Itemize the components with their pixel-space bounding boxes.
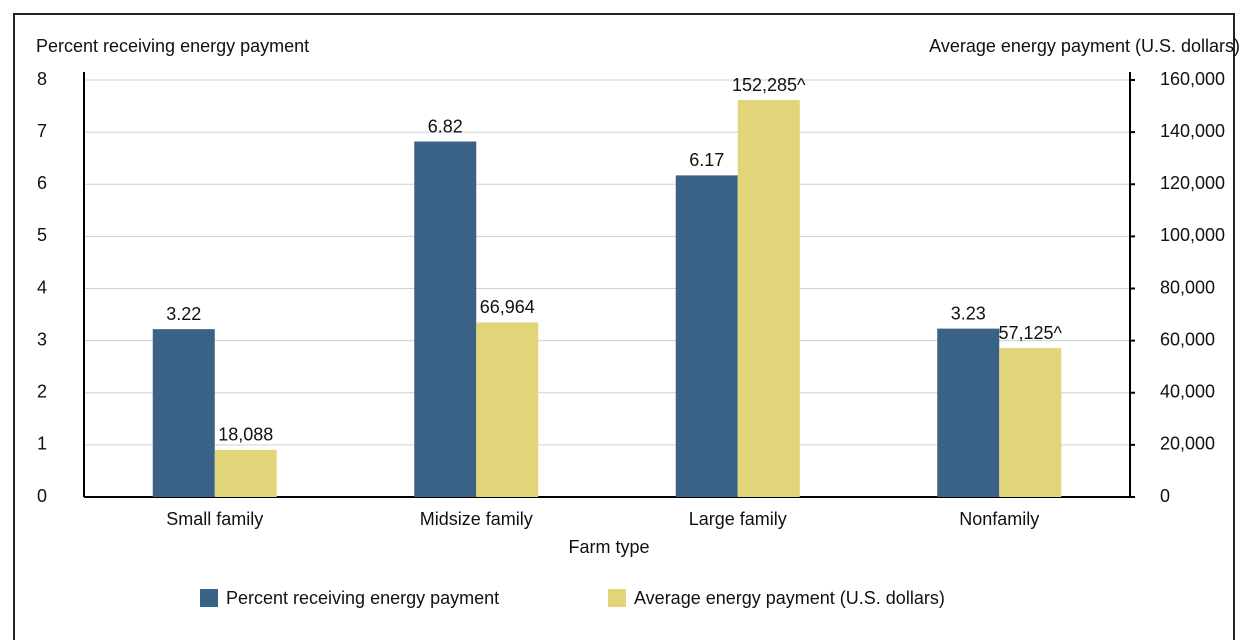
bar bbox=[152, 329, 215, 497]
y-tick-label: 1 bbox=[37, 434, 47, 454]
y-tick-label: 0 bbox=[37, 486, 47, 506]
y2-tick-label: 20,000 bbox=[1160, 434, 1215, 454]
y2-tick-label: 160,000 bbox=[1160, 69, 1225, 89]
y2-tick-label: 100,000 bbox=[1160, 225, 1225, 245]
bar bbox=[214, 449, 277, 497]
bar bbox=[414, 141, 477, 497]
y-tick-label: 4 bbox=[37, 277, 47, 297]
data-label: 6.82 bbox=[428, 116, 463, 136]
y2-tick-label: 0 bbox=[1160, 486, 1170, 506]
x-tick-label: Midsize family bbox=[420, 509, 533, 529]
y2-tick-label: 60,000 bbox=[1160, 329, 1215, 349]
y-axis-title: Percent receiving energy payment bbox=[36, 36, 309, 56]
bar bbox=[937, 328, 1000, 497]
legend-label: Percent receiving energy payment bbox=[226, 588, 499, 608]
x-tick-label: Large family bbox=[689, 509, 787, 529]
data-label: 3.22 bbox=[166, 304, 201, 324]
data-label: 66,964 bbox=[480, 297, 535, 317]
x-axis-title: Farm type bbox=[568, 537, 649, 557]
x-tick-label: Nonfamily bbox=[959, 509, 1039, 529]
y2-axis-title: Average energy payment (U.S. dollars) bbox=[929, 36, 1240, 56]
y-tick-label: 2 bbox=[37, 382, 47, 402]
y-tick-label: 7 bbox=[37, 121, 47, 141]
data-label: 18,088 bbox=[218, 425, 273, 445]
data-label: 6.17 bbox=[689, 150, 724, 170]
y2-tick-label: 80,000 bbox=[1160, 277, 1215, 297]
y-tick-label: 5 bbox=[37, 225, 47, 245]
legend-label: Average energy payment (U.S. dollars) bbox=[634, 588, 945, 608]
bar bbox=[999, 348, 1062, 497]
data-label: 57,125^ bbox=[998, 323, 1062, 343]
bar bbox=[675, 175, 738, 498]
legend-swatch bbox=[608, 589, 626, 607]
bar bbox=[737, 100, 800, 498]
data-label: 3.23 bbox=[951, 303, 986, 323]
bar bbox=[476, 322, 539, 497]
data-label: 152,285^ bbox=[732, 75, 806, 95]
frame bbox=[13, 13, 1235, 640]
x-tick-label: Small family bbox=[166, 509, 263, 529]
y2-tick-label: 120,000 bbox=[1160, 173, 1225, 193]
y2-tick-label: 140,000 bbox=[1160, 121, 1225, 141]
y-tick-label: 6 bbox=[37, 173, 47, 193]
y-tick-label: 8 bbox=[37, 69, 47, 89]
y2-tick-label: 40,000 bbox=[1160, 382, 1215, 402]
y-tick-label: 3 bbox=[37, 329, 47, 349]
legend-swatch bbox=[200, 589, 218, 607]
